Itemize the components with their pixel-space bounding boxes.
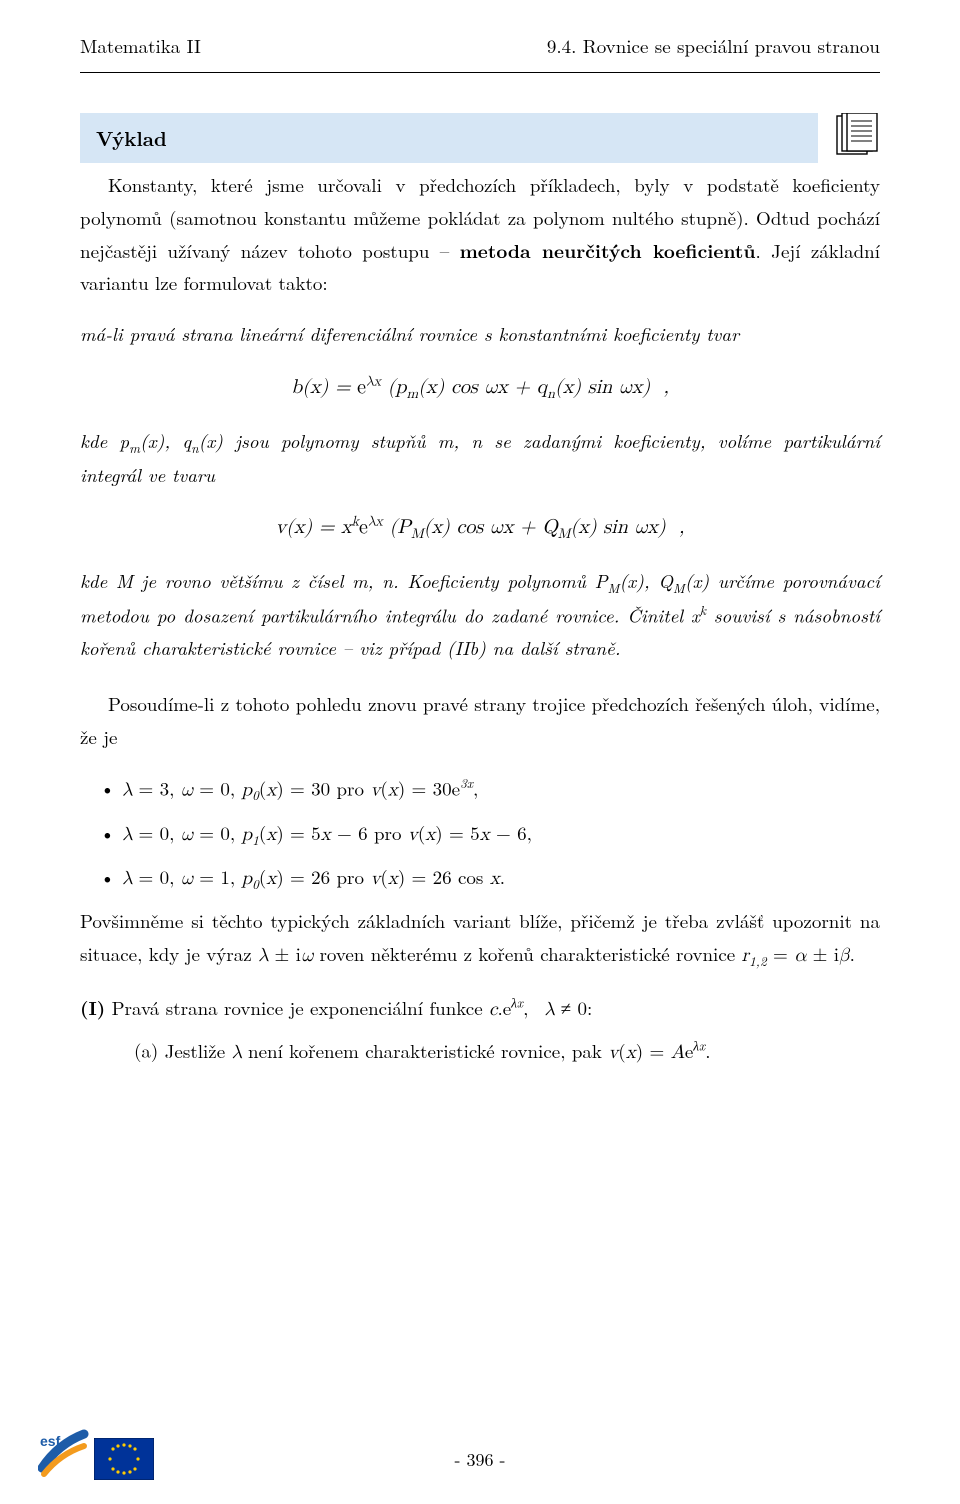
bullet-list: λ = 3, ω = 0, p0(x) = 30 pro v(x) = 30e3… [80,772,880,896]
vyklad-title: Výklad [80,113,818,163]
header-rule [80,72,880,73]
footer-logos: esf [38,1424,154,1480]
enum-I-a-text: Jestliže λ není kořenem charakteristické… [165,1037,711,1064]
page-number: - 396 - [455,1445,506,1476]
para-1: Konstanty, které jsme určovali v předcho… [80,169,880,299]
document-stack-icon [834,113,880,159]
enum-I: (I) Pravá strana rovnice je exponenciáln… [80,991,880,1069]
equation-2: v(x) = xkeλx (PM(x) cos ωx + QM(x) sin ω… [80,510,880,547]
esf-logo-icon: esf [38,1424,90,1480]
para-4: kde M je rovno většímu z čísel m, n. Koe… [80,565,880,664]
header-left: Matematika II [80,30,201,62]
page-footer: esf - 396 - [0,1445,960,1476]
eu-flag-icon [94,1438,154,1480]
svg-text:esf: esf [40,1433,61,1449]
enum-I-a-label: (a) [134,1037,158,1064]
para-3: kde pm(x), qn(x) jsou polynomy stupňů m,… [80,425,880,492]
page-header: Matematika II 9.4. Rovnice se speciální … [80,30,880,62]
enum-I-label: (I) [80,993,105,1021]
equation-1: b(x) = eλx (pm(x) cos ωx + qn(x) sin ωx)… [80,370,880,407]
para-1b: metoda neurčitých koeficientů [460,236,756,264]
para-6: Povšimněme si těchto typických základníc… [80,905,880,972]
para-5: Posoudíme-li z tohoto pohledu znovu prav… [80,688,880,753]
bullet-2: λ = 0, ω = 0, p1(x) = 5x − 6 pro v(x) = … [122,817,880,851]
header-right: 9.4. Rovnice se speciální pravou stranou [547,30,880,62]
bullet-3: λ = 0, ω = 1, p0(x) = 26 pro v(x) = 26 c… [122,861,880,895]
para-2: má-li pravá strana lineární diferenciáln… [80,318,880,350]
bullet-1: λ = 3, ω = 0, p0(x) = 30 pro v(x) = 30e3… [122,772,880,807]
enum-I-a: (a) Jestliže λ není kořenem charakterist… [80,1034,880,1069]
enum-I-text: Pravá strana rovnice je exponenciální fu… [112,994,593,1021]
